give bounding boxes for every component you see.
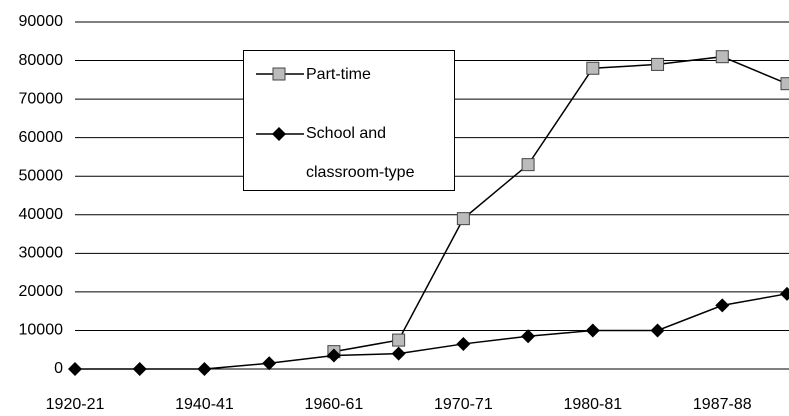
y-tick-label: 80000 (19, 52, 64, 69)
x-tick-label: 1940-41 (175, 396, 234, 413)
marker (132, 362, 147, 376)
y-tick-label: 70000 (19, 90, 64, 107)
y-tick-label: 90000 (19, 13, 64, 30)
y-tick-label: 50000 (19, 167, 64, 184)
marker (391, 346, 406, 361)
x-tick-label: 1980-81 (563, 396, 622, 413)
marker (715, 50, 729, 64)
series-line (75, 293, 788, 370)
y-tick-label: 30000 (19, 245, 64, 262)
marker (715, 298, 730, 313)
marker (521, 158, 535, 172)
series-line (333, 55, 788, 353)
y-tick-label: 40000 (19, 206, 64, 223)
legend: Part-time School and classroom-type (243, 50, 455, 191)
y-tick-label: 10000 (19, 322, 64, 339)
marker (586, 61, 600, 75)
y-tick-label: 20000 (19, 283, 64, 300)
marker (650, 323, 665, 338)
marker (326, 348, 341, 363)
legend-marker (272, 67, 286, 81)
marker (780, 77, 789, 91)
marker (651, 57, 665, 71)
legend-label: Part-time (306, 66, 371, 83)
marker (392, 333, 406, 347)
x-tick-label: 1970-71 (434, 396, 493, 413)
legend-keys (256, 67, 304, 141)
legend-label: School and classroom-type (306, 125, 415, 181)
marker (456, 212, 470, 226)
marker (262, 356, 277, 371)
marker (68, 362, 82, 376)
y-tick-label: 0 (54, 360, 63, 377)
legend-marker (272, 127, 286, 141)
marker (585, 323, 600, 338)
x-tick-label: 1960-61 (305, 396, 364, 413)
marker (780, 286, 789, 301)
marker (521, 329, 536, 344)
marker (456, 336, 471, 351)
x-tick-label: 1987-88 (693, 396, 752, 413)
y-tick-label: 60000 (19, 129, 64, 146)
marker (197, 362, 212, 376)
x-tick-label: 1920-21 (46, 396, 105, 413)
